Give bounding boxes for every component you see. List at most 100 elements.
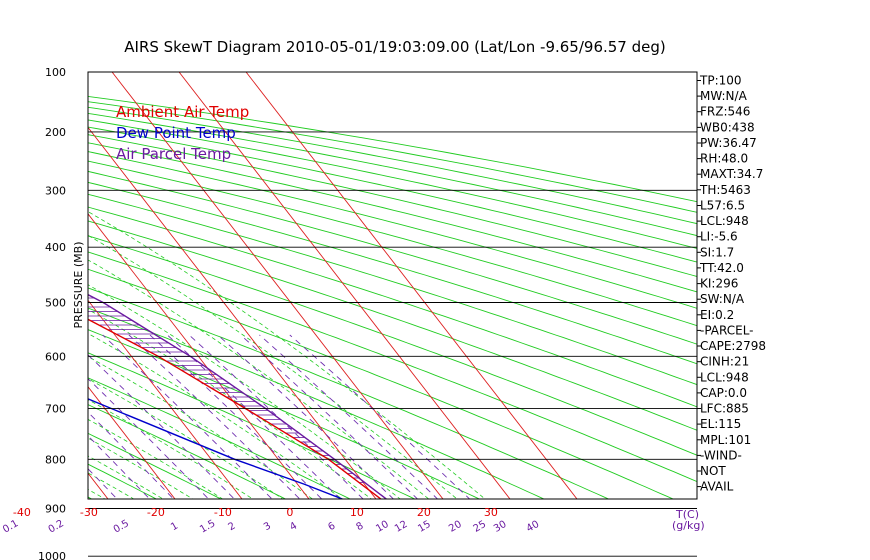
dry-adiabat-line — [88, 170, 697, 345]
isotherm-lines — [0, 72, 578, 560]
pressure-tick-label: 200 — [45, 126, 66, 139]
moist-adiabat-line — [88, 488, 106, 499]
mixing-ratio-tick-label: 15 — [416, 519, 433, 535]
plot-frame — [87, 71, 698, 500]
pressure-tick-label: 800 — [45, 453, 66, 466]
isotherm-line — [245, 72, 578, 499]
legend-entry: Ambient Air Temp — [116, 103, 249, 121]
stats-item: KI:296 — [700, 277, 738, 291]
stats-item: L57:6.5 — [700, 199, 745, 213]
isotherm-line — [88, 213, 310, 499]
bottom-tick-label: -20 — [147, 506, 165, 519]
pressure-tick-labels: 100 200 300 400 500 600 700 800 900 1000 — [38, 66, 66, 560]
bottom-tick-label: 30 — [484, 506, 498, 519]
dry-adiabat-line — [88, 181, 697, 365]
isotherm-line — [88, 472, 109, 499]
pressure-tick-label: 100 — [45, 66, 66, 79]
mixing-ratio-line — [188, 334, 364, 499]
mixing-ratio-tick-label: 3 — [262, 520, 273, 533]
dry-adiabat-line — [88, 352, 416, 499]
pressure-tick-label: 900 — [45, 503, 66, 516]
pressure-tick-label: 400 — [45, 241, 66, 254]
dry-adiabat-line — [88, 151, 697, 309]
legend: Ambient Air Temp Dew Point Temp Air Parcel… — [116, 103, 249, 163]
cape-hatching — [88, 297, 366, 483]
moist-adiabat-line — [88, 234, 458, 499]
chart-title: AIRS SkewT Diagram 2010-05-01/19:03:09.0… — [124, 38, 665, 56]
mixing-ratio-tick-label: 0.5 — [112, 518, 131, 535]
stats-item: CAP:0.0 — [700, 386, 747, 400]
mixing-ratio-line — [259, 334, 439, 499]
moist-adiabat-line — [0, 132, 183, 560]
bottom-tick-label: -40 — [13, 506, 31, 519]
stats-item: -PARCEL- — [700, 323, 754, 337]
mixing-ratio-tick-label: 6 — [326, 520, 337, 533]
dry-adiabat-line — [88, 101, 697, 213]
stats-item: TP:100 — [699, 74, 742, 88]
stats-item: EI:0.2 — [700, 308, 734, 322]
mixing-ratio-tick-label: 20 — [447, 519, 464, 535]
dry-adiabat-line — [88, 251, 697, 483]
dry-adiabat-line — [88, 404, 287, 499]
stats-item: TT:42.0 — [699, 261, 744, 275]
stats-item: EL:115 — [700, 417, 741, 431]
isotherm-line — [0, 72, 22, 560]
dry-adiabat-line — [0, 72, 72, 560]
dry-adiabat-line — [88, 235, 697, 456]
dry-adiabat-line — [0, 72, 5, 560]
bottom-tick-label: 20 — [417, 506, 431, 519]
isotherm-line — [178, 72, 511, 499]
mixing-ratio-tick-label: 8 — [355, 520, 366, 533]
mixing-ratio-line — [217, 334, 395, 499]
stats-item: MW:N/A — [700, 89, 748, 103]
stats-item: SW:N/A — [700, 292, 745, 306]
moist-adiabat-line — [88, 437, 194, 499]
dry-adiabat-line — [88, 463, 158, 499]
y-axis-label: PRESSURE (MB) — [72, 242, 85, 329]
dry-adiabat-line — [88, 432, 222, 499]
pressure-tick-label: 500 — [45, 297, 66, 310]
isobar-lines — [88, 131, 697, 557]
pressure-tick-label: 600 — [45, 350, 66, 363]
stats-item: LFC:885 — [700, 402, 749, 416]
dry-adiabat-line — [88, 329, 481, 499]
stats-item: LCL:948 — [700, 214, 749, 228]
bottom-tick-label: -30 — [80, 506, 98, 519]
mixing-ratio-unit: (g/kg) — [672, 519, 705, 532]
mixing-ratio-tick-label: 0.1 — [1, 518, 20, 535]
dry-adiabat-line — [88, 160, 697, 327]
stats-item: LI:-5.6 — [700, 230, 738, 244]
stats-item: SI:1.7 — [700, 245, 734, 259]
x-axis-label: T(C) — [675, 508, 699, 521]
dry-adiabat-line — [88, 142, 697, 293]
isotherm-line — [88, 386, 176, 499]
mixing-ratio-tick-label: 4 — [288, 520, 299, 533]
dry-adiabat-line — [88, 193, 697, 386]
mixing-ratio-tick-label: 10 — [374, 519, 391, 535]
mixing-ratio-line — [289, 334, 471, 499]
stats-item: -WIND- — [700, 448, 742, 462]
pressure-tick-label: 300 — [45, 184, 66, 197]
stats-item: PW:36.47 — [700, 136, 757, 150]
stats-item: AVAIL — [700, 480, 734, 494]
legend-entry: Dew Point Temp — [116, 124, 236, 142]
stats-item: LCL:948 — [700, 370, 749, 384]
dry-adiabat-line — [88, 206, 697, 408]
dry-adiabat-line — [88, 106, 697, 225]
dry-adiabat-line — [88, 112, 697, 237]
pressure-tick-label: 1000 — [38, 550, 66, 560]
moist-adiabat-line — [88, 284, 401, 499]
dry-adiabat-line — [88, 119, 697, 249]
mixing-ratio-tick-label: 40 — [525, 519, 542, 535]
pressure-tick-label: 700 — [45, 403, 66, 416]
mixing-ratio-tick-label: 30 — [492, 519, 509, 535]
bottom-tick-label: 0 — [286, 506, 293, 519]
dry-adiabat-lines — [0, 72, 697, 560]
mixing-ratio-line — [102, 334, 273, 499]
moist-adiabat-line — [88, 259, 430, 499]
moist-adiabat-line — [88, 333, 343, 499]
stats-item: CAPE:2798 — [700, 339, 766, 353]
